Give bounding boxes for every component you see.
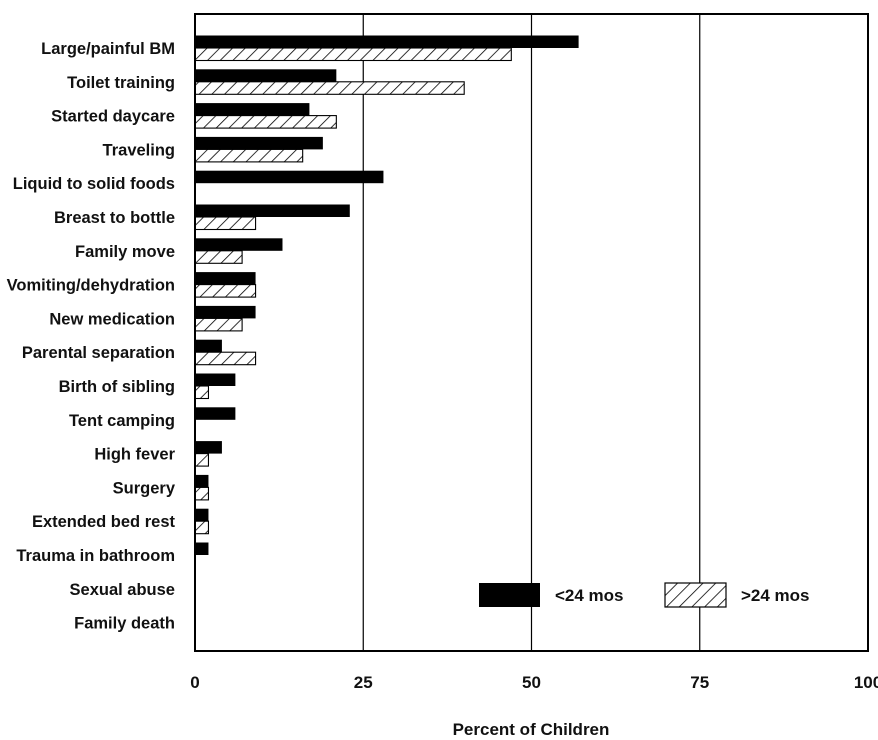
legend: <24 mos >24 mos — [479, 583, 810, 607]
category-label: Extended bed rest — [32, 513, 176, 531]
category-label: Surgery — [113, 479, 176, 497]
bar-over-24 — [195, 217, 256, 230]
bar-under-24 — [195, 407, 235, 420]
bars — [195, 36, 579, 556]
bar-under-24 — [195, 238, 282, 251]
bar-under-24 — [195, 509, 208, 522]
bar-over-24 — [195, 82, 464, 95]
bar-over-24 — [195, 251, 242, 263]
category-label: Parental separation — [22, 344, 175, 362]
bar-under-24 — [195, 36, 579, 49]
category-label: Tent camping — [69, 412, 175, 430]
category-label: Large/painful BM — [41, 40, 175, 58]
bar-under-24 — [195, 374, 235, 387]
legend-label-under-24: <24 mos — [555, 586, 624, 605]
legend-label-over-24: >24 mos — [741, 586, 810, 605]
bar-over-24 — [195, 48, 511, 61]
category-label: Family move — [75, 243, 175, 261]
bar-over-24 — [195, 454, 208, 467]
bar-over-24 — [195, 116, 336, 129]
bar-under-24 — [195, 306, 256, 319]
bar-over-24 — [195, 386, 208, 399]
category-label: Traveling — [103, 141, 175, 159]
bar-under-24 — [195, 543, 208, 556]
bar-over-24 — [195, 487, 208, 500]
bar-under-24 — [195, 441, 222, 454]
category-label: Started daycare — [51, 108, 175, 126]
x-axis-title: Percent of Children — [453, 720, 610, 739]
bar-under-24 — [195, 69, 336, 82]
x-tick-label: 0 — [190, 673, 199, 692]
bar-under-24 — [195, 137, 323, 150]
category-label: Family death — [74, 615, 175, 633]
category-label: Sexual abuse — [70, 581, 175, 599]
legend-swatch-over-24 — [665, 583, 726, 607]
bar-under-24 — [195, 340, 222, 353]
x-tick-label: 100 — [854, 673, 878, 692]
bar-over-24 — [195, 318, 242, 331]
bar-under-24 — [195, 475, 208, 488]
category-labels: Large/painful BM Toilet training Started d… — [7, 40, 176, 633]
x-tick-label: 50 — [522, 673, 541, 692]
bar-over-24 — [195, 285, 256, 298]
category-label: Birth of sibling — [59, 378, 175, 396]
category-label: New medication — [49, 310, 175, 328]
category-label: Trauma in bathroom — [16, 547, 175, 565]
bar-under-24 — [195, 103, 309, 116]
x-tick-label: 25 — [354, 673, 373, 692]
category-label: Liquid to solid foods — [13, 175, 175, 193]
bar-over-24 — [195, 352, 256, 365]
bar-over-24 — [195, 149, 303, 162]
bar-over-24 — [195, 521, 208, 534]
bar-under-24 — [195, 272, 256, 285]
legend-swatch-under-24 — [479, 583, 540, 607]
x-tick-label: 75 — [690, 673, 709, 692]
bar-under-24 — [195, 205, 350, 218]
x-tick-labels: 0 25 50 75 100 — [190, 673, 878, 692]
bar-under-24 — [195, 171, 383, 184]
category-label: Toilet training — [67, 74, 175, 92]
category-label: High fever — [94, 446, 175, 464]
gridlines — [363, 14, 700, 651]
category-label: Vomiting/dehydration — [7, 277, 175, 295]
category-label: Breast to bottle — [54, 209, 175, 227]
